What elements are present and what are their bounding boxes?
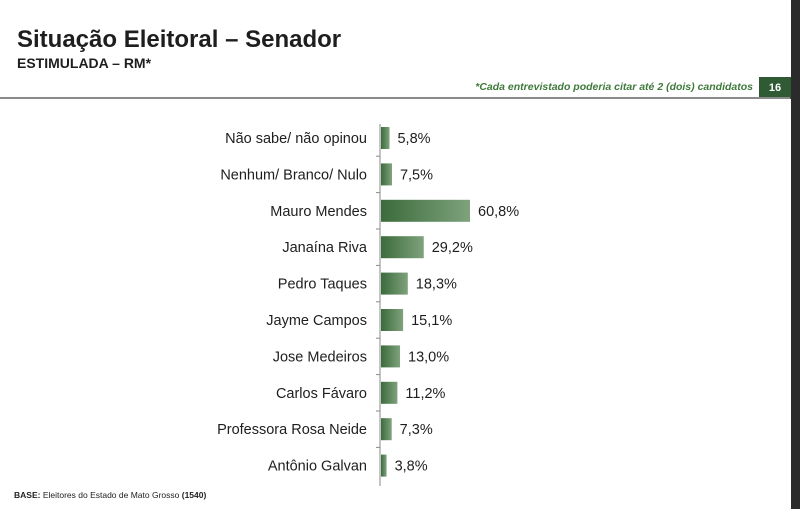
value-label: 29,2% [432,240,473,256]
base-text: Eleitores do Estado de Mato Grosso [42,490,180,500]
base-label: BASE: [14,490,41,500]
category-label: Carlos Fávaro [276,386,367,402]
page-number-badge: 16 [759,77,791,99]
value-label: 7,3% [400,422,433,438]
value-label: 15,1% [411,313,452,329]
category-label: Nenhum/ Branco/ Nulo [220,167,367,183]
bar [381,345,401,368]
page-subtitle: ESTIMULADA – RM* [17,55,152,71]
bar [381,236,424,259]
bar [381,199,470,222]
bar [381,418,392,441]
window-edge [791,0,800,509]
category-label: Professora Rosa Neide [217,422,367,438]
value-label: 5,8% [397,131,430,147]
value-label: 11,2% [405,386,445,402]
base-note: BASE: Eleitores do Estado de Mato Grosso… [14,490,206,500]
category-label: Jayme Campos [266,313,367,329]
bar [381,163,392,186]
base-count: (1540) [181,490,207,500]
value-label: 3,8% [395,459,428,475]
header-divider [0,97,790,99]
bar [381,454,387,477]
bar [381,127,390,149]
footnote: *Cada entrevistado poderia citar até 2 (… [475,81,753,93]
category-label: Pedro Taques [278,277,367,293]
category-label: Não sabe/ não opinou [225,131,367,147]
category-label: Antônio Galvan [268,459,367,475]
value-label: 18,3% [416,277,457,293]
bar-chart: Não sabe/ não opinou 5,8% Nenhum/ Branco/ … [217,124,519,486]
value-label: 13,0% [408,349,449,365]
value-label: 7,5% [400,167,433,183]
category-label: Jose Medeiros [273,349,367,365]
value-label: 60,8% [478,204,519,220]
bar [381,381,398,404]
category-label: Mauro Mendes [270,204,367,220]
bar [381,309,404,331]
page-title: Situação Eleitoral – Senador [17,26,342,53]
category-label: Janaína Riva [282,240,368,256]
bar [381,272,408,295]
